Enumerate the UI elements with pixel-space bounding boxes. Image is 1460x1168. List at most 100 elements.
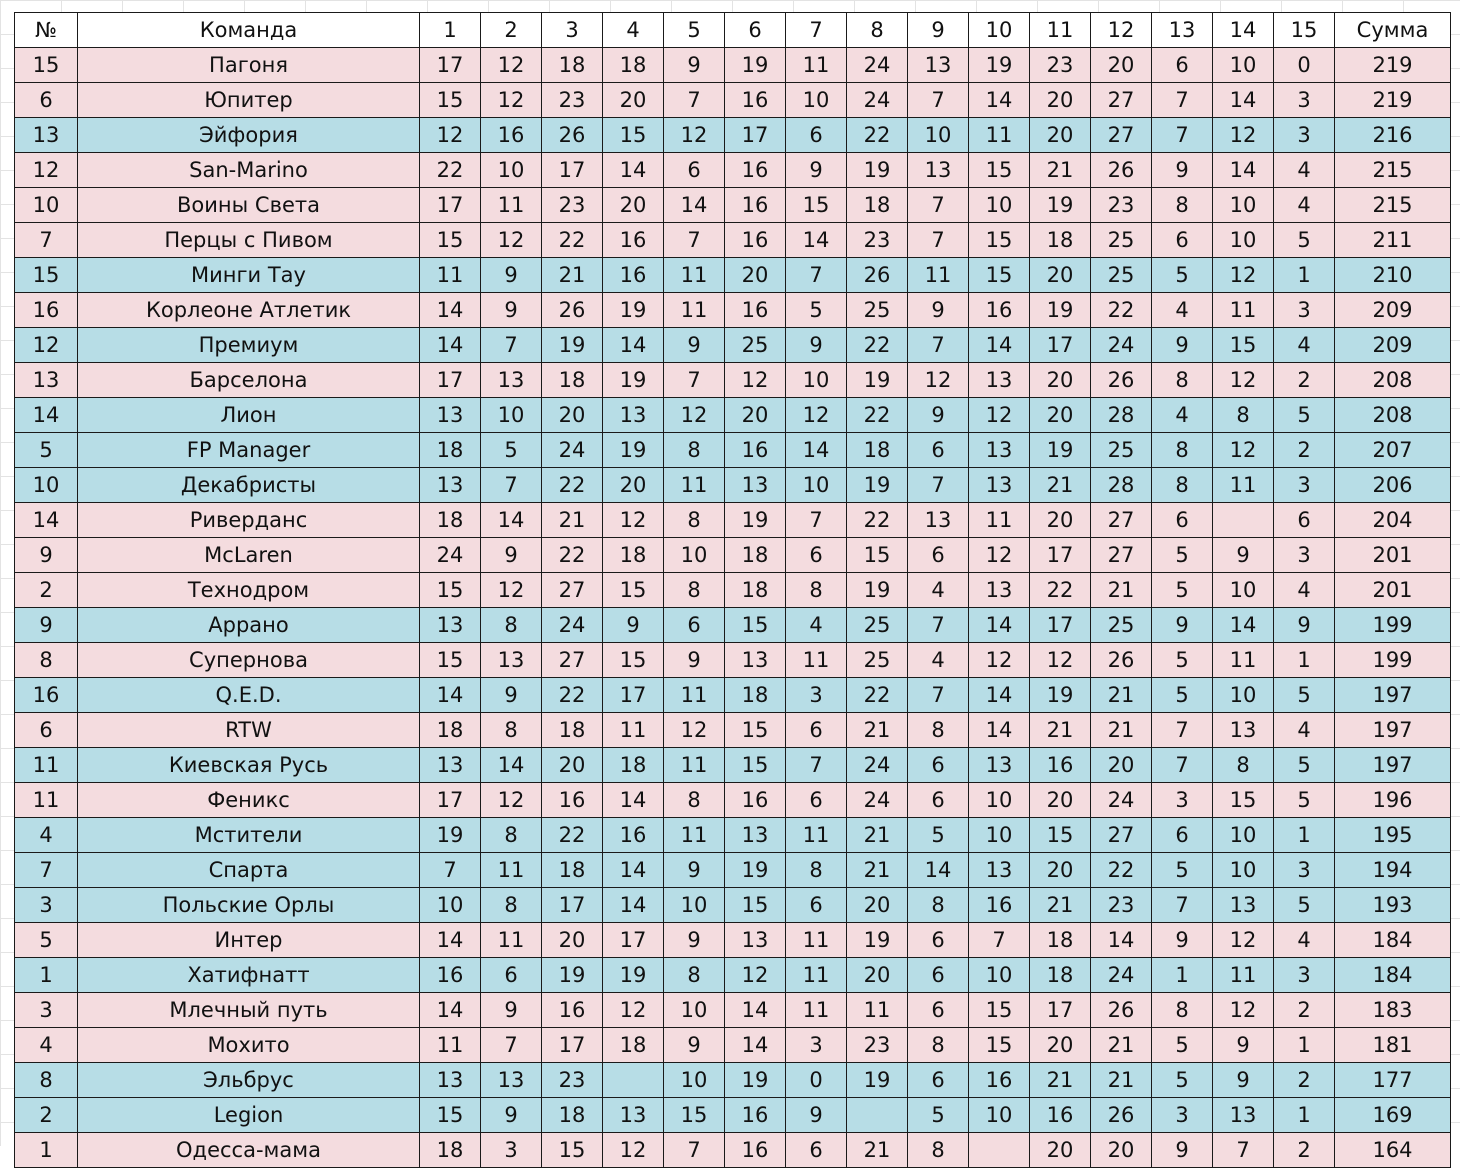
team-name-cell: Q.E.D. (77, 677, 420, 713)
round-score-cell: 5 (1151, 642, 1213, 678)
round-score-cell: 18 (541, 362, 603, 398)
round-score-cell: 22 (541, 467, 603, 503)
round-score-cell: 3 (1273, 957, 1335, 993)
round-score-cell: 4 (1151, 292, 1213, 328)
round-score-cell: 17 (419, 47, 481, 83)
round-score-cell: 21 (846, 712, 908, 748)
round-score-cell: 8 (785, 852, 847, 888)
team-name-cell: Перцы с Пивом (77, 222, 420, 258)
header-round-12: 12 (1090, 12, 1152, 48)
round-score-cell: 9 (480, 677, 542, 713)
round-score-cell: 14 (602, 782, 664, 818)
round-score-cell: 6 (663, 607, 725, 643)
total-cell: 207 (1334, 432, 1451, 468)
total-cell: 199 (1334, 642, 1451, 678)
round-score-cell: 3 (480, 1132, 542, 1168)
round-score-cell: 21 (1029, 467, 1091, 503)
round-score-cell: 14 (1212, 152, 1274, 188)
round-score-cell: 13 (968, 747, 1030, 783)
team-number-cell: 16 (14, 677, 78, 713)
round-score-cell: 18 (846, 187, 908, 223)
round-score-cell: 13 (480, 642, 542, 678)
round-score-cell: 14 (1212, 82, 1274, 118)
round-score-cell: 23 (1090, 887, 1152, 923)
round-score-cell: 27 (1090, 117, 1152, 153)
round-score-cell: 12 (1212, 117, 1274, 153)
round-score-cell: 10 (785, 467, 847, 503)
team-name-cell: Польские Орлы (77, 887, 420, 923)
round-score-cell: 18 (541, 47, 603, 83)
round-score-cell: 23 (846, 222, 908, 258)
round-score-cell: 18 (1029, 922, 1091, 958)
round-score-cell: 8 (663, 957, 725, 993)
round-score-cell: 9 (1151, 327, 1213, 363)
round-score-cell: 11 (663, 747, 725, 783)
round-score-cell: 16 (541, 782, 603, 818)
round-score-cell: 24 (846, 747, 908, 783)
table-row: 16 Корлеоне Атлетик 14 9 26 19 11 16 5 25 9 16 19 22 4… (14, 292, 1451, 328)
round-score-cell: 13 (602, 1097, 664, 1133)
round-score-cell: 21 (541, 502, 603, 538)
round-score-cell: 9 (663, 47, 725, 83)
round-score-cell: 18 (602, 47, 664, 83)
round-score-cell: 13 (907, 502, 969, 538)
table-row: 5 FP Manager 18 5 24 19 8 16 14 18 6 13 19 25 8 12 2 207 (14, 432, 1451, 468)
round-score-cell: 6 (663, 152, 725, 188)
round-score-cell: 8 (480, 712, 542, 748)
round-score-cell: 24 (541, 607, 603, 643)
round-score-cell: 9 (1151, 1132, 1213, 1168)
round-score-cell: 8 (663, 572, 725, 608)
round-score-cell: 16 (968, 292, 1030, 328)
round-score-cell: 8 (907, 1027, 969, 1063)
table-row: 6 RTW 18 8 18 11 12 15 6 21 8 14 21 21 7 13 4 197 (14, 712, 1451, 748)
round-score-cell: 16 (1029, 1097, 1091, 1133)
round-score-cell: 3 (1273, 82, 1335, 118)
round-score-cell: 17 (541, 152, 603, 188)
round-score-cell: 4 (907, 572, 969, 608)
round-score-cell: 5 (1151, 1062, 1213, 1098)
round-score-cell: 9 (785, 327, 847, 363)
round-score-cell: 7 (663, 1132, 725, 1168)
table-row: 15 Минги Тау 11 9 21 16 11 20 7 26 11 15 20 25 5 12 1 210 (14, 257, 1451, 293)
round-score-cell: 12 (1212, 992, 1274, 1028)
round-score-cell: 15 (724, 747, 786, 783)
round-score-cell: 6 (785, 712, 847, 748)
round-score-cell: 19 (541, 327, 603, 363)
team-number-cell: 11 (14, 747, 78, 783)
round-score-cell: 4 (785, 607, 847, 643)
header-round-7: 7 (785, 12, 847, 48)
round-score-cell: 26 (1090, 152, 1152, 188)
team-name-cell: Аррано (77, 607, 420, 643)
round-score-cell: 13 (968, 852, 1030, 888)
round-score-cell (846, 1097, 908, 1133)
round-score-cell: 22 (419, 152, 481, 188)
round-score-cell: 2 (1273, 362, 1335, 398)
round-score-cell: 9 (1212, 1062, 1274, 1098)
round-score-cell: 8 (663, 502, 725, 538)
round-score-cell: 13 (419, 467, 481, 503)
round-score-cell: 23 (541, 82, 603, 118)
round-score-cell: 12 (1029, 642, 1091, 678)
round-score-cell: 5 (907, 817, 969, 853)
round-score-cell: 27 (541, 572, 603, 608)
round-score-cell: 19 (724, 47, 786, 83)
round-score-cell: 20 (1090, 47, 1152, 83)
round-score-cell: 8 (907, 712, 969, 748)
round-score-cell: 18 (419, 502, 481, 538)
team-name-cell: Киевская Русь (77, 747, 420, 783)
total-cell: 201 (1334, 572, 1451, 608)
round-score-cell: 10 (968, 187, 1030, 223)
round-score-cell: 0 (785, 1062, 847, 1098)
round-score-cell (968, 1132, 1030, 1168)
total-cell: 206 (1334, 467, 1451, 503)
round-score-cell: 10 (663, 992, 725, 1028)
round-score-cell: 25 (724, 327, 786, 363)
table-row: 13 Барселона 17 13 18 19 7 12 10 19 12 13 20 26 8 12 2 20… (14, 362, 1451, 398)
round-score-cell: 13 (724, 642, 786, 678)
round-score-cell: 16 (968, 1062, 1030, 1098)
round-score-cell: 6 (907, 992, 969, 1028)
round-score-cell: 20 (1029, 362, 1091, 398)
round-score-cell: 23 (541, 187, 603, 223)
table-row: 15 Пагоня 17 12 18 18 9 19 11 24 13 19 23 20 6 10 0 219 (14, 47, 1451, 83)
round-score-cell: 15 (663, 1097, 725, 1133)
